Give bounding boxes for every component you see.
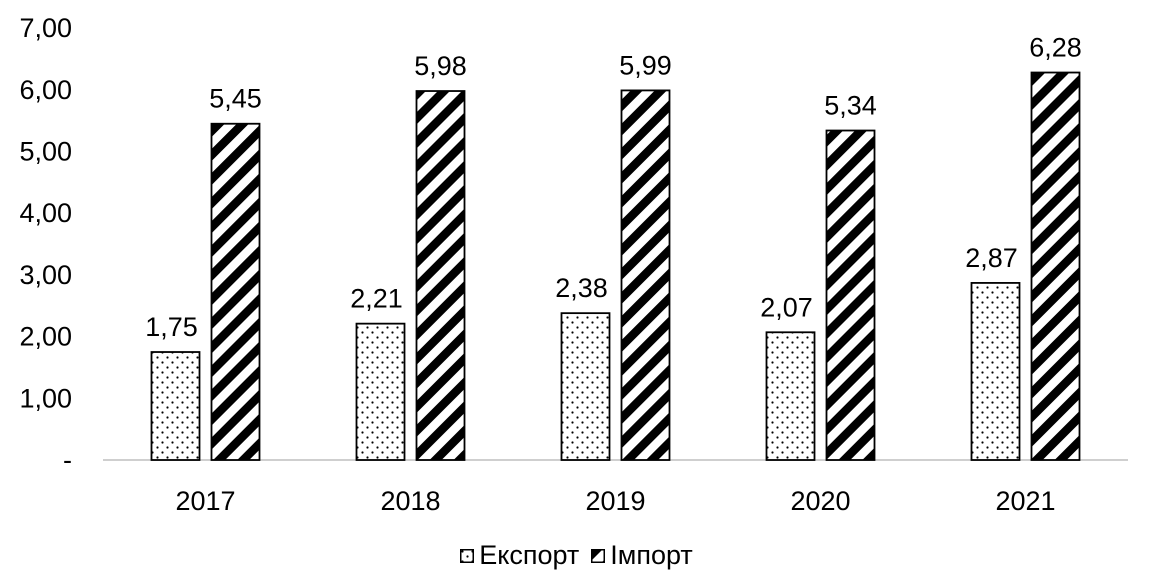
bar-export-2018 (355, 322, 406, 461)
bar-import-2017 (210, 122, 261, 461)
bar-export-2017 (150, 351, 201, 461)
data-label-export-2018: 2,21 (350, 284, 403, 314)
legend-item-export: Експорт (460, 540, 579, 571)
data-label-export-2019: 2,38 (555, 273, 608, 303)
legend-label-export: Експорт (479, 540, 580, 570)
bar-chart: - 1,00 2,00 3,00 4,00 5,00 6,00 7,00 1,75 5,45 2,… (19, 13, 1128, 516)
bar-import-2019 (620, 89, 671, 461)
data-label-export-2017: 1,75 (145, 312, 198, 342)
data-label-export-2021: 2,87 (965, 243, 1018, 273)
legend-swatch-export (460, 548, 475, 563)
y-tick-label: 3,00 (19, 260, 72, 290)
data-label-import-2018: 5,98 (414, 51, 467, 81)
legend-item-import: Імпорт (591, 540, 693, 571)
y-tick-label: 6,00 (19, 75, 72, 105)
legend: Експорт Імпорт (0, 538, 1153, 573)
y-tick-label: 7,00 (19, 13, 72, 43)
x-tick-label-2019: 2019 (585, 486, 645, 516)
data-label-import-2019: 5,99 (619, 50, 672, 80)
y-tick-label: 2,00 (19, 322, 72, 352)
y-axis-labels: - 1,00 2,00 3,00 4,00 5,00 6,00 7,00 (19, 13, 72, 475)
x-axis-labels: 2017 2018 2019 2020 2021 (175, 486, 1055, 516)
x-tick-label-2017: 2017 (175, 486, 235, 516)
legend-swatch-import (591, 548, 606, 563)
bars (150, 71, 1081, 461)
bar-export-2019 (560, 312, 611, 461)
bar-import-2020 (825, 129, 876, 461)
y-tick-label: 1,00 (19, 383, 72, 413)
bar-import-2018 (415, 90, 466, 461)
data-labels: 1,75 5,45 2,21 5,98 2,38 5,99 2,07 5,34 2,87 6,28 (145, 33, 1082, 343)
bar-import-2021 (1030, 71, 1081, 461)
data-label-import-2021: 6,28 (1029, 33, 1082, 63)
data-label-export-2020: 2,07 (760, 292, 813, 322)
data-label-import-2020: 5,34 (824, 91, 877, 121)
y-tick-label: 4,00 (19, 198, 72, 228)
data-label-import-2017: 5,45 (209, 84, 262, 114)
x-tick-label-2020: 2020 (790, 486, 850, 516)
x-tick-label-2018: 2018 (380, 486, 440, 516)
bar-export-2020 (765, 331, 816, 461)
bar-export-2021 (970, 282, 1021, 461)
legend-label-import: Імпорт (610, 540, 693, 570)
x-tick-label-2021: 2021 (995, 486, 1055, 516)
y-tick-label: - (63, 445, 72, 475)
y-tick-label: 5,00 (19, 137, 72, 167)
